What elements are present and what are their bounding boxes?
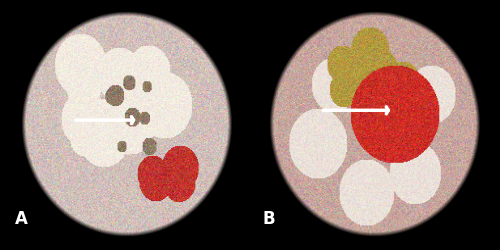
Text: B: B [262, 210, 275, 228]
Text: A: A [14, 210, 28, 228]
